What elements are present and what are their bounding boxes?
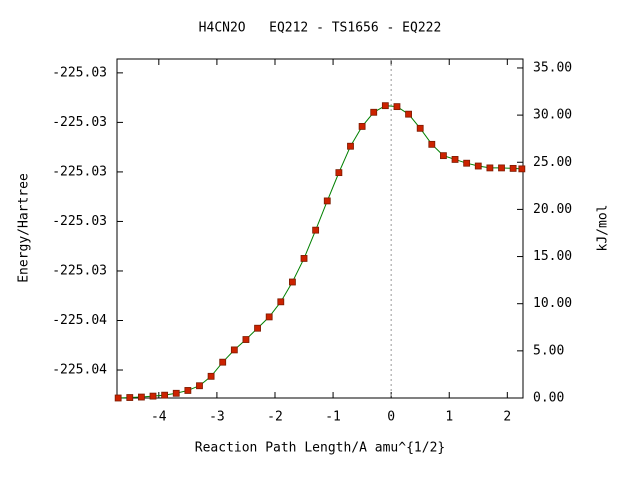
point-marker [405, 110, 412, 118]
point-marker [254, 324, 261, 332]
point-marker [172, 389, 180, 397]
point-marker [219, 358, 227, 366]
point-marker [486, 164, 494, 172]
point-marker [312, 226, 320, 234]
y-tick-label: -225.03 [52, 115, 107, 130]
point-marker [393, 103, 401, 111]
point-marker [440, 152, 447, 160]
point-marker [518, 165, 526, 173]
y-tick-label: -225.03 [52, 65, 107, 80]
point-marker [230, 346, 238, 354]
y2-tick-label: 0.00 [533, 391, 564, 406]
point-marker [335, 169, 343, 177]
point-marker [149, 392, 157, 400]
point-marker [265, 313, 273, 321]
point-marker [242, 336, 250, 343]
point-marker [184, 387, 192, 394]
y-axis-label: Energy/Hartree [17, 173, 32, 283]
x-tick-label: 2 [503, 410, 511, 425]
y2-tick-label: 5.00 [533, 343, 564, 358]
point-marker [196, 382, 203, 390]
y2-tick-label: 15.00 [533, 249, 572, 264]
series-line [118, 105, 522, 399]
x-axis-label: Reaction Path Length/A amu^{1/2} [195, 441, 445, 456]
point-marker [451, 156, 459, 163]
y2-tick-label: 20.00 [533, 202, 572, 217]
point-marker [358, 123, 366, 130]
y-tick-label: -225.04 [52, 363, 107, 378]
point-marker [347, 142, 354, 150]
point-marker [498, 164, 505, 172]
y2-tick-label: 30.00 [533, 108, 572, 123]
point-marker [161, 391, 169, 399]
x-tick-label: -3 [209, 410, 225, 425]
point-marker [463, 159, 471, 167]
point-marker [300, 255, 308, 262]
point-marker [289, 278, 296, 286]
point-marker [323, 197, 331, 205]
point-marker [137, 393, 145, 401]
plot-border [116, 58, 524, 399]
point-marker [416, 124, 424, 132]
point-marker [126, 394, 134, 401]
point-marker [207, 372, 215, 380]
y-tick-label: -225.03 [52, 164, 107, 179]
y2-tick-label: 25.00 [533, 155, 572, 170]
y-tick-label: -225.04 [52, 313, 107, 328]
y2-axis-label: kJ/mol [596, 205, 611, 252]
point-marker [277, 298, 285, 306]
y-tick-label: -225.03 [52, 263, 107, 278]
x-tick-label: 0 [387, 410, 395, 425]
point-marker [114, 394, 122, 402]
point-marker [381, 102, 389, 110]
x-tick-label: -1 [325, 410, 341, 425]
point-marker [428, 140, 436, 148]
point-marker [474, 162, 482, 170]
chart-title: H4CN2O EQ212 - TS1656 - EQ222 [199, 21, 442, 36]
y-tick-label: -225.03 [52, 214, 107, 229]
y2-tick-label: 35.00 [533, 60, 572, 75]
y2-tick-label: 10.00 [533, 296, 572, 311]
point-marker [509, 164, 517, 172]
x-tick-label: -2 [267, 410, 283, 425]
point-marker [370, 108, 378, 116]
x-tick-label: 1 [445, 410, 453, 425]
x-tick-label: -4 [151, 410, 167, 425]
